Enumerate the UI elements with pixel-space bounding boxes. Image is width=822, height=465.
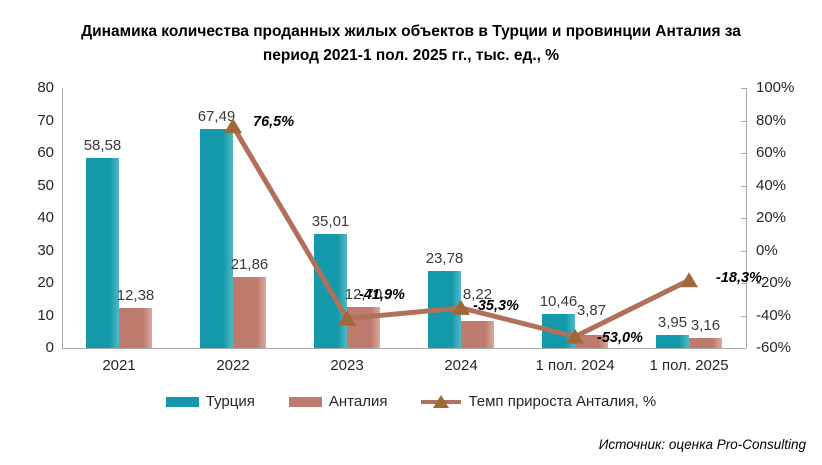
bar-value-label: 35,01 bbox=[311, 213, 350, 231]
right-axis-tick-label: 100% bbox=[756, 79, 795, 96]
right-axis-tick-label: 60% bbox=[756, 144, 787, 161]
right-axis-tick-label: 80% bbox=[756, 111, 787, 129]
bar-value-label: 12,38 bbox=[116, 286, 155, 304]
right-axis-tick-label: -40% bbox=[756, 306, 792, 324]
right-axis-tick-mark bbox=[741, 120, 746, 122]
category-label: 2021 bbox=[102, 357, 136, 374]
right-axis-tick-mark bbox=[741, 250, 746, 252]
bar-value-label: 21,86 bbox=[230, 255, 269, 273]
legend-item-antalya: Анталия bbox=[288, 393, 388, 410]
left-axis-line bbox=[62, 88, 63, 348]
antalya-swatch-icon bbox=[288, 396, 322, 407]
legend-label-turkey: Турция bbox=[205, 393, 255, 410]
legend-label-growth-rate: Темп прироста Анталия, % bbox=[468, 393, 657, 410]
right-axis-tick-mark bbox=[741, 88, 746, 89]
source-note: Источник: оценка Pro-Consulting bbox=[598, 437, 806, 452]
right-axis-tick-mark bbox=[741, 283, 746, 284]
left-axis-tick-label: 30 bbox=[37, 241, 54, 259]
chart-title: Динамика количества проданных жилых объе… bbox=[81, 23, 741, 65]
left-axis-tick-label: 10 bbox=[37, 306, 54, 324]
growth-rate-label: 76,5% bbox=[253, 114, 295, 131]
right-axis-tick-label: 20% bbox=[756, 209, 787, 226]
category-label: 1 пол. 2025 bbox=[649, 357, 729, 374]
bar-antalya bbox=[233, 276, 266, 348]
right-axis-tick-mark bbox=[741, 185, 746, 187]
legend-item-growth-rate: Темп прироста Анталия, % bbox=[421, 393, 656, 410]
bar-antalya bbox=[689, 337, 722, 348]
right-axis-tick-label: 40% bbox=[756, 176, 787, 194]
bar-antalya bbox=[347, 306, 380, 348]
left-axis-tick-label: 20 bbox=[37, 274, 54, 291]
right-axis-tick-mark bbox=[741, 348, 746, 349]
bar-value-label: 67,49 bbox=[197, 107, 236, 125]
legend-label-antalya: Анталия bbox=[328, 393, 388, 410]
x-axis-line bbox=[62, 348, 746, 349]
growth-rate-label: -41,9% bbox=[359, 286, 405, 303]
category-label: 2022 bbox=[216, 357, 250, 374]
growth-rate-line-icon bbox=[421, 394, 462, 409]
right-axis-tick-mark bbox=[741, 153, 746, 154]
bar-turkey bbox=[428, 270, 461, 348]
bar-antalya bbox=[461, 321, 494, 348]
growth-rate-label: -18,3% bbox=[716, 270, 762, 287]
bar-value-label: 3,16 bbox=[690, 316, 721, 334]
right-axis-tick-mark bbox=[741, 315, 746, 317]
left-axis-tick-label: 0 bbox=[45, 339, 54, 356]
left-axis-tick-label: 60 bbox=[37, 144, 54, 161]
left-axis-tick-label: 80 bbox=[37, 79, 54, 96]
bar-value-label: 58,58 bbox=[83, 136, 122, 154]
left-axis-tick-label: 50 bbox=[37, 176, 54, 194]
turkey-swatch-icon bbox=[165, 396, 199, 407]
right-axis-tick-label: -60% bbox=[756, 339, 792, 356]
legend-item-turkey: Турция bbox=[165, 393, 255, 410]
bar-antalya bbox=[119, 307, 152, 348]
right-axis-tick-label: 0% bbox=[756, 241, 778, 259]
right-axis-line bbox=[746, 88, 747, 348]
legend: Турция Анталия Темп прироста Анталия, % bbox=[0, 393, 822, 410]
growth-rate-label: -35,3% bbox=[473, 297, 519, 314]
category-label: 1 пол. 2024 bbox=[535, 357, 615, 374]
category-label: 2024 bbox=[444, 357, 478, 374]
right-axis-tick-label: -20% bbox=[756, 274, 792, 291]
growth-rate-label: -53,0% bbox=[597, 329, 643, 346]
bar-value-label: 3,87 bbox=[576, 302, 607, 320]
right-axis-tick-mark bbox=[741, 218, 746, 219]
left-axis-tick-label: 40 bbox=[37, 209, 54, 226]
bar-turkey bbox=[86, 157, 119, 348]
growth-rate-marker-icon bbox=[680, 272, 698, 288]
category-label: 2023 bbox=[330, 357, 364, 374]
left-axis-tick-label: 70 bbox=[37, 111, 54, 129]
bar-turkey bbox=[656, 335, 689, 348]
bar-value-label: 23,78 bbox=[425, 249, 464, 267]
bar-turkey bbox=[200, 128, 233, 348]
